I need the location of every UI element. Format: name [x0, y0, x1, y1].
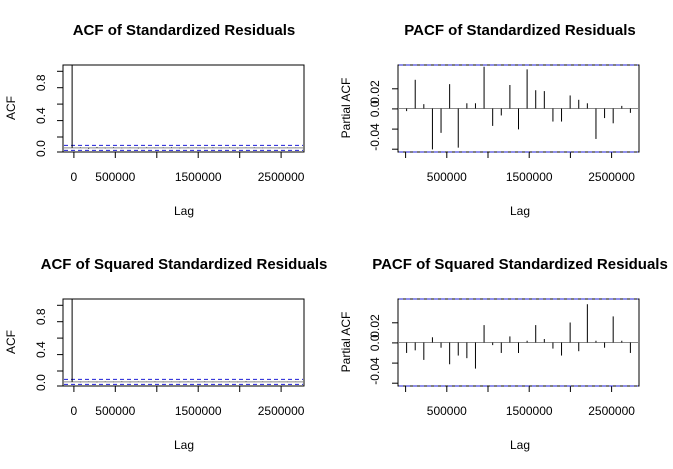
x-tick-label: 500000: [95, 404, 135, 418]
plot-frame: [62, 64, 305, 153]
x-axis-label: Lag: [510, 438, 530, 452]
y-axis-label: Partial ACF: [339, 78, 353, 139]
x-tick-label: 1500000: [175, 170, 222, 184]
y-tick-label: 0.4: [34, 107, 48, 124]
y-tick-label: 0.02: [368, 314, 382, 338]
plot-frame: [62, 298, 305, 387]
x-axis-label: Lag: [174, 204, 194, 218]
x-tick-label: 500000: [95, 170, 135, 184]
y-axis: -0.04 0.0 0.02 Partial ACF: [339, 312, 398, 385]
x-tick-label: 1500000: [506, 404, 553, 418]
y-axis: 0.0 0.4 0.8 ACF: [4, 304, 63, 391]
panel-pacf-residuals: PACF of Standardized Residuals 500000 15…: [339, 22, 640, 218]
y-tick-label: 0.8: [34, 74, 48, 91]
x-tick-label: 2500000: [258, 404, 305, 418]
x-tick-label: 500000: [427, 170, 467, 184]
x-axis-label: Lag: [174, 438, 194, 452]
chart-title: PACF of Squared Standardized Residuals: [372, 256, 668, 273]
y-axis: 0.0 0.4 0.8 ACF: [4, 70, 63, 157]
x-axis: 0 500000 1500000 2500000 Lag: [71, 386, 305, 452]
y-tick-label: 0.0: [368, 100, 382, 117]
chart-title: ACF of Standardized Residuals: [73, 22, 296, 39]
pacf-bars: [399, 298, 638, 387]
y-axis: -0.04 0.0 0.02 Partial ACF: [339, 78, 398, 151]
y-tick-label: -0.04: [368, 123, 382, 151]
y-axis-label: ACF: [4, 330, 18, 354]
acf-bars: [64, 65, 303, 151]
y-axis-label: ACF: [4, 96, 18, 120]
y-tick-label: 0.0: [34, 140, 48, 157]
panel-acf-residuals: ACF of Standardized Residuals 0 500000 1…: [4, 22, 305, 218]
chart-title: PACF of Standardized Residuals: [404, 22, 635, 39]
panel-acf-squared-residuals: ACF of Squared Standardized Residuals 0 …: [4, 256, 327, 452]
y-tick-label: 0.0: [368, 334, 382, 351]
x-tick-label: 2500000: [258, 170, 305, 184]
y-tick-label: 0.8: [34, 308, 48, 325]
y-axis-label: Partial ACF: [339, 312, 353, 373]
y-tick-label: 0.4: [34, 341, 48, 358]
x-axis-label: Lag: [510, 204, 530, 218]
y-tick-label: 0.02: [368, 80, 382, 104]
pacf-bars: [399, 64, 638, 153]
x-tick-label: 1500000: [506, 170, 553, 184]
chart-title: ACF of Squared Standardized Residuals: [41, 256, 328, 273]
x-tick-label: 1500000: [175, 404, 222, 418]
x-tick-label: 2500000: [588, 404, 635, 418]
panel-pacf-squared-residuals: PACF of Squared Standardized Residuals 5…: [339, 256, 668, 452]
x-tick-label: 0: [71, 404, 78, 418]
y-tick-label: 0.0: [34, 374, 48, 391]
y-tick-label: -0.04: [368, 357, 382, 385]
x-tick-label: 2500000: [588, 170, 635, 184]
x-tick-label: 500000: [427, 404, 467, 418]
x-tick-label: 0: [71, 170, 78, 184]
x-axis: 500000 1500000 2500000 Lag: [405, 386, 635, 452]
acf-bars: [64, 299, 303, 385]
x-axis: 500000 1500000 2500000 Lag: [405, 152, 635, 218]
x-axis: 0 500000 1500000 2500000 Lag: [71, 152, 305, 218]
